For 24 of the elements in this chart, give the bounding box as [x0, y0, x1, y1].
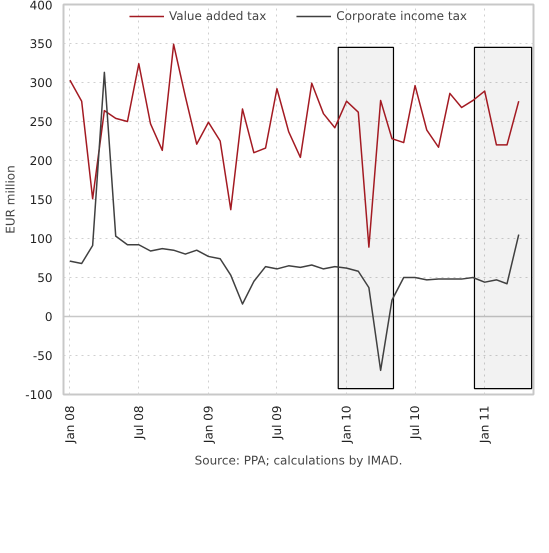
legend-label: Corporate income tax [336, 9, 468, 23]
x-tick-label: Jan 11 [478, 405, 492, 444]
y-tick-label: 250 [30, 115, 52, 129]
y-tick-label: -100 [25, 388, 52, 402]
y-tick-label: 50 [37, 271, 53, 285]
x-tick-label: Jan 10 [340, 405, 354, 444]
x-tick-label: Jul 10 [408, 406, 422, 440]
y-tick-label: 200 [30, 154, 52, 168]
x-tick-label: Jul 08 [132, 406, 146, 440]
x-tick-label: Jan 09 [201, 405, 216, 444]
legend-label: Value added tax [168, 9, 266, 23]
y-tick-label: -50 [32, 349, 53, 363]
y-tick-label: 350 [30, 37, 52, 51]
x-tick-label: Jul 09 [270, 406, 284, 440]
y-tick-label: 150 [30, 193, 52, 207]
y-tick-label: 400 [30, 0, 52, 12]
y-tick-label: 300 [30, 76, 52, 90]
line-series [69, 44, 520, 248]
source-note: Source: PPA; calculations by IMAD. [194, 454, 402, 468]
line-series [69, 72, 520, 372]
y-tick-label: 100 [30, 232, 52, 246]
y-tick-label: 0 [44, 310, 53, 324]
y-axis-title: EUR million [3, 165, 18, 234]
x-tick-label: Jan 08 [62, 405, 77, 444]
